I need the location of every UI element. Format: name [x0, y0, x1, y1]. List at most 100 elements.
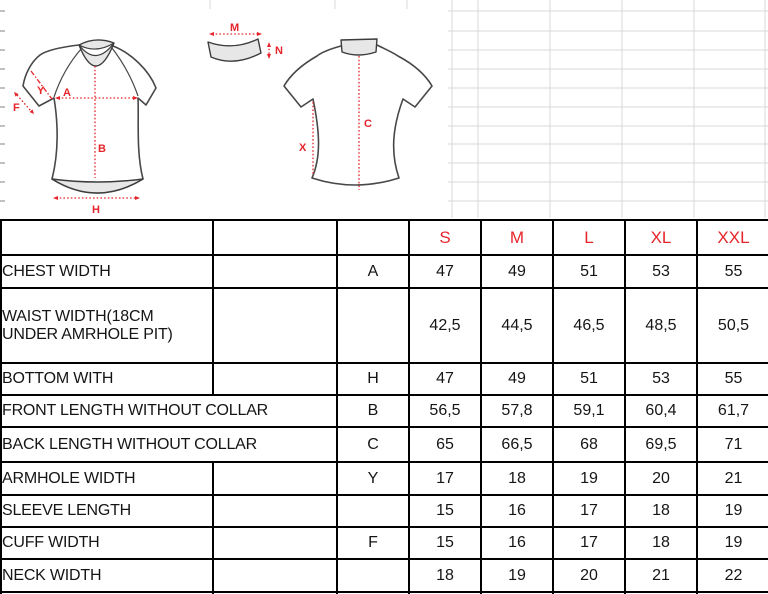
row-letter: C	[336, 426, 410, 463]
back-jersey-diagram: C X	[283, 38, 433, 190]
size-header-xxl: XXL	[696, 219, 768, 256]
value-cell: 68	[552, 426, 626, 463]
value-cell: 46,5	[552, 287, 626, 364]
front-jersey-diagram: A B H Y F	[13, 39, 157, 216]
value-cell: 17	[552, 526, 626, 560]
size-header-l: L	[552, 219, 626, 256]
value-cell: 18	[624, 494, 698, 528]
front-raglan-seam-left	[53, 48, 82, 98]
row-label: CHEST WIDTH	[0, 254, 214, 289]
row-letter: Y	[336, 461, 410, 496]
value-cell: 57,8	[480, 394, 554, 428]
value-cell: 19	[480, 558, 554, 593]
value-cell: 16	[480, 494, 554, 528]
empty-cell	[336, 219, 410, 256]
table-row-chest-width: CHEST WIDTH A 47 49 51 53 55	[0, 254, 768, 289]
table-row-bottom-width: BOTTOM WITH H 47 49 51 53 55	[0, 362, 768, 396]
empty-cell	[212, 494, 338, 528]
measure-label-c: C	[364, 118, 372, 130]
value-cell: 18	[624, 526, 698, 560]
value-cell: 20	[552, 558, 626, 593]
empty-cell	[212, 362, 338, 396]
value-cell: 42,5	[408, 287, 482, 364]
front-neck-opening	[78, 42, 115, 57]
value-cell: 19	[552, 461, 626, 496]
row-label: ARMHOLE WIDTH	[0, 461, 214, 496]
value-cell: 47	[408, 362, 482, 396]
value-cell: 16	[480, 526, 554, 560]
value-cell: 53	[624, 254, 698, 289]
arrowhead	[133, 96, 138, 100]
value-cell: 15	[408, 526, 482, 560]
size-header-xl: XL	[624, 219, 698, 256]
measure-label-b: B	[98, 143, 106, 155]
value-cell: 19	[696, 494, 768, 528]
measure-label-f: F	[13, 102, 20, 114]
size-header-m: M	[480, 219, 554, 256]
row-label-text: WAIST WIDTH(18CM UNDER AMRHOLE PIT)	[2, 307, 173, 343]
empty-cell	[212, 526, 338, 560]
collar-piece-shape	[207, 38, 262, 62]
size-header-s: S	[408, 219, 482, 256]
value-cell: 66,5	[480, 426, 554, 463]
row-label: WAIST WIDTH(18CM UNDER AMRHOLE PIT)	[0, 287, 214, 364]
measure-label-h: H	[92, 204, 100, 216]
spreadsheet-gridlines	[0, 0, 768, 218]
value-cell: 71	[696, 426, 768, 463]
value-cell: 21	[624, 558, 698, 593]
arrowhead	[29, 109, 34, 114]
row-letter	[336, 287, 410, 364]
table-row-cuff-width: CUFF WIDTH F 15 16 17 18 19	[0, 526, 768, 560]
back-collar	[340, 38, 378, 56]
value-cell: 15	[408, 494, 482, 528]
stub-cell	[212, 591, 338, 594]
front-hem-band	[51, 178, 144, 194]
arrowhead	[267, 54, 271, 59]
table-row-front-length: FRONT LENGTH WITHOUT COLLAR B 56,5 57,8 …	[0, 394, 768, 428]
value-cell: 18	[408, 558, 482, 593]
value-cell: 59,1	[552, 394, 626, 428]
table-row-sleeve-length: SLEEVE LENGTH 15 16 17 18 19	[0, 494, 768, 528]
value-cell: 49	[480, 362, 554, 396]
row-label: BACK LENGTH WITHOUT COLLAR	[0, 426, 338, 463]
measure-label-n: N	[275, 45, 283, 57]
value-cell: 65	[408, 426, 482, 463]
value-cell: 20	[624, 461, 698, 496]
value-cell: 47	[408, 254, 482, 289]
value-cell: 17	[408, 461, 482, 496]
row-label: SLEEVE LENGTH	[0, 494, 214, 528]
size-header-row: S M L XL XXL	[0, 219, 768, 256]
row-letter: H	[336, 362, 410, 396]
empty-cell	[212, 558, 338, 593]
measure-label-y: Y	[37, 85, 45, 97]
stub-cell	[696, 591, 768, 594]
row-label: BOTTOM WITH	[0, 362, 214, 396]
stub-cell	[336, 591, 410, 594]
stub-cell	[408, 591, 482, 594]
row-letter	[336, 558, 410, 593]
value-cell: 53	[624, 362, 698, 396]
size-table: S M L XL XXL CHEST WIDTH A 47 49 51 53 5…	[0, 219, 768, 594]
arrowhead	[55, 96, 60, 100]
empty-cell	[212, 461, 338, 496]
stub-cell	[480, 591, 554, 594]
value-cell: 61,7	[696, 394, 768, 428]
value-cell: 69,5	[624, 426, 698, 463]
value-cell: 48,5	[624, 287, 698, 364]
row-letter	[336, 494, 410, 528]
value-cell: 51	[552, 254, 626, 289]
value-cell: 17	[552, 494, 626, 528]
arrowhead	[257, 32, 262, 36]
value-cell: 60,4	[624, 394, 698, 428]
partial-row	[0, 591, 768, 594]
row-letter: F	[336, 526, 410, 560]
measure-label-m: M	[230, 22, 239, 34]
row-label: FRONT LENGTH WITHOUT COLLAR	[0, 394, 338, 428]
table-row-neck-width: NECK WIDTH 18 19 20 21 22	[0, 558, 768, 593]
row-label: NECK WIDTH	[0, 558, 214, 593]
measure-label-a: A	[63, 87, 71, 99]
arrowhead	[135, 196, 140, 200]
empty-cell	[212, 219, 338, 256]
empty-cell	[212, 287, 338, 364]
